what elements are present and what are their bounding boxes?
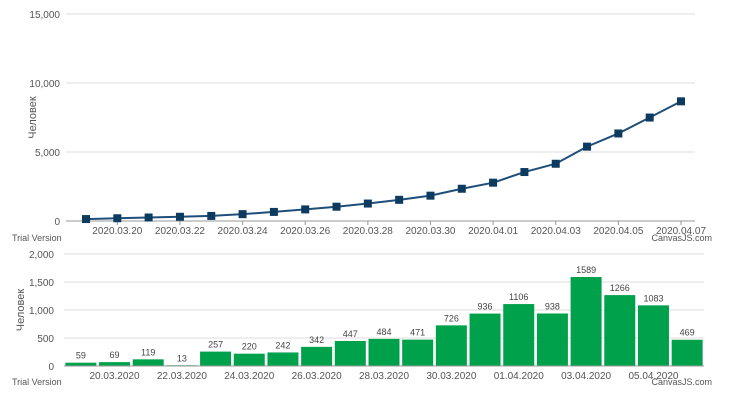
data-point [645,113,654,122]
bar [570,277,602,366]
data-label: 1106 [509,292,528,302]
bar [637,305,669,366]
data-label: 1589 [576,265,596,275]
y-tick-label: 0 [54,217,60,228]
data-point [520,168,529,177]
data-point [175,212,184,221]
watermark-canvasjs: CanvasJS.com [651,377,712,387]
data-label: 471 [410,328,425,338]
data-label: 69 [110,350,120,360]
data-label: 936 [478,302,493,312]
bar [503,304,535,366]
data-point [332,202,341,211]
bar [267,352,299,366]
bar [233,353,265,366]
y-tick-label: 15,000 [29,10,60,21]
data-label: 59 [76,351,86,361]
data-point [144,213,153,222]
data-point [426,191,435,200]
data-label: 13 [177,353,187,363]
data-point [207,211,216,220]
data-point [301,205,310,214]
data-label: 469 [680,328,695,338]
data-label: 726 [444,313,459,323]
y-axis-label: Человек [27,96,39,139]
bar [301,346,333,366]
x-tick-label: 30.03.2020 [426,371,476,382]
data-point [583,142,592,151]
data-point [677,97,685,106]
x-tick-label: 01.04.2020 [494,371,544,382]
x-tick-label: 2020.03.26 [280,226,330,237]
watermark-trial: Trial Version [12,233,62,243]
data-point [269,207,278,216]
x-tick-label: 2020.03.24 [218,226,268,237]
watermark-trial: Trial Version [12,377,62,387]
x-tick-label: 2020.03.20 [92,226,142,237]
bar [200,351,232,366]
bar [65,362,97,366]
bar [604,295,636,366]
x-tick-label: 2020.04.03 [531,226,581,237]
data-point [238,210,247,219]
data-label: 1083 [643,293,663,303]
y-axis-label: Человек [15,289,27,332]
data-label: 447 [343,329,358,339]
x-tick-label: 22.03.2020 [157,371,207,382]
x-tick-label: 26.03.2020 [292,371,342,382]
data-label: 220 [242,342,257,352]
data-label: 938 [545,301,560,311]
data-label: 342 [309,335,324,345]
data-point [363,199,372,208]
data-label: 484 [376,327,391,337]
y-tick-label: 500 [37,334,54,345]
bar [469,313,501,366]
x-tick-label: 03.04.2020 [561,371,611,382]
y-tick-label: 5,000 [35,148,60,159]
x-tick-label: 2020.04.05 [593,226,643,237]
bar [435,325,467,366]
data-label: 1266 [610,283,630,293]
bar [368,338,400,366]
y-tick-label: 0 [48,362,54,373]
x-tick-label: 20.03.2020 [89,371,139,382]
x-tick-label: 2020.04.01 [468,226,518,237]
series-line [85,100,682,221]
y-tick-label: 1,500 [29,278,54,289]
bar [99,362,131,366]
x-tick-label: 2020.04.07 [656,226,706,237]
x-tick-label: 28.03.2020 [359,371,409,382]
x-tick-label: 24.03.2020 [224,371,274,382]
bar [402,339,434,366]
data-point [489,178,498,187]
watermark-canvasjs: CanvasJS.com [651,233,712,243]
x-tick-label: 05.04.2020 [628,371,678,382]
data-point [113,214,122,223]
x-tick-label: 2020.03.22 [155,226,205,237]
data-point [395,195,404,204]
data-point [614,129,623,138]
bar [536,313,568,366]
data-label: 119 [141,347,155,357]
y-tick-label: 2,000 [29,250,54,261]
y-tick-label: 1,000 [29,306,54,317]
data-point [82,215,90,224]
data-label: 242 [275,340,290,350]
y-tick-label: 10,000 [29,79,60,90]
bar [334,340,366,366]
bar [132,359,164,366]
x-tick-label: 2020.03.28 [343,226,393,237]
x-tick-label: 2020.03.30 [405,226,455,237]
bar [671,339,703,366]
data-point [551,159,560,168]
cumulative-line-chart: 0 5,000 10,000 15,000 Человек 2020.03.20 2020.… [12,10,712,243]
data-label: 257 [208,340,223,350]
data-point [457,184,466,193]
